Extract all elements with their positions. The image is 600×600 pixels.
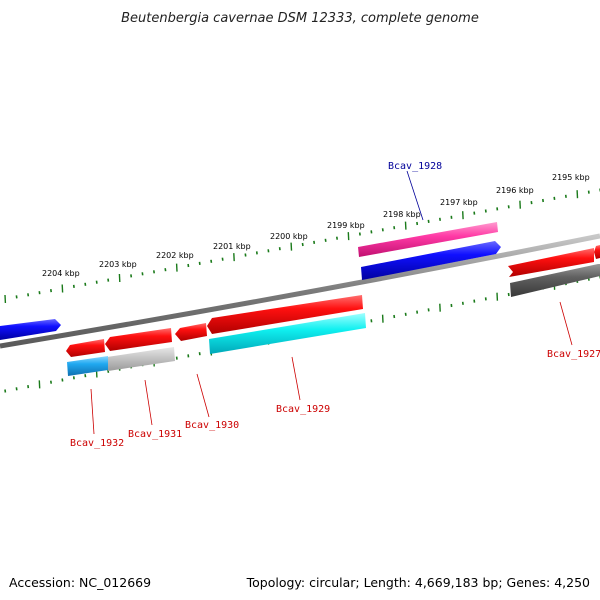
reverse-strand-genes <box>66 295 366 376</box>
gene-bcav-1930[interactable] <box>175 323 207 341</box>
leader-line-bcav-1932 <box>90 388 95 435</box>
gene-bcav-1927[interactable] <box>508 248 594 277</box>
leader-line-bcav-1927 <box>559 301 573 346</box>
topology-text: Topology: circular; Length: 4,669,183 bp… <box>246 575 590 590</box>
tick-label: 2197 kbp <box>440 198 478 207</box>
gene-label-bcav-1930[interactable]: Bcav_1930 <box>185 420 239 431</box>
gene-red-edge[interactable] <box>594 245 600 259</box>
tick-labels: 2195 kbp 2196 kbp 2197 kbp 2198 kbp 2199… <box>42 173 590 278</box>
gene-blue-left[interactable] <box>0 319 61 340</box>
gene-blue-forward[interactable] <box>361 241 501 280</box>
gene-label-bcav-1932[interactable]: Bcav_1932 <box>70 438 124 449</box>
gene-cyan[interactable] <box>209 313 366 354</box>
forward-strand-genes <box>0 222 600 340</box>
tick-label: 2201 kbp <box>213 242 251 251</box>
tick-label: 2202 kbp <box>156 251 194 260</box>
leader-line-bcav-1928 <box>406 170 424 221</box>
accession-text: Accession: NC_012669 <box>9 575 151 590</box>
tick-label: 2204 kbp <box>42 269 80 278</box>
gene-lightblue[interactable] <box>67 356 108 376</box>
map-title: Beutenbergia cavernae DSM 12333, complet… <box>121 11 479 26</box>
tick-label: 2199 kbp <box>327 221 365 230</box>
gene-label-bcav-1928[interactable]: Bcav_1928 <box>388 161 442 172</box>
gene-label-bcav-1927[interactable]: Bcav_1927 <box>547 349 600 360</box>
gene-label-bcav-1931[interactable]: Bcav_1931 <box>128 429 182 440</box>
leader-line-bcav-1929 <box>291 356 301 401</box>
leader-line-bcav-1931 <box>144 379 153 426</box>
gene-labels: Bcav_1928 Bcav_1927 Bcav_1929 Bcav_1930 … <box>70 161 600 449</box>
leader-line-bcav-1930 <box>196 373 210 418</box>
gene-gray-dark[interactable] <box>510 264 600 297</box>
tick-label: 2203 kbp <box>99 260 137 269</box>
gene-bcav-1932[interactable] <box>66 339 105 357</box>
tick-label: 2200 kbp <box>270 232 308 241</box>
gene-bcav-1928[interactable] <box>358 222 498 257</box>
label-leader-lines <box>90 170 573 435</box>
gene-label-bcav-1929[interactable]: Bcav_1929 <box>276 404 330 415</box>
genome-backbone <box>0 233 600 349</box>
gene-bcav-1929[interactable] <box>207 295 363 334</box>
tick-label: 2196 kbp <box>496 186 534 195</box>
tick-label: 2195 kbp <box>552 173 590 182</box>
outer-tick-ring <box>4 188 600 304</box>
gene-gray-light[interactable] <box>107 347 175 371</box>
tick-label: 2198 kbp <box>383 210 421 219</box>
gene-bcav-1931[interactable] <box>105 328 172 351</box>
